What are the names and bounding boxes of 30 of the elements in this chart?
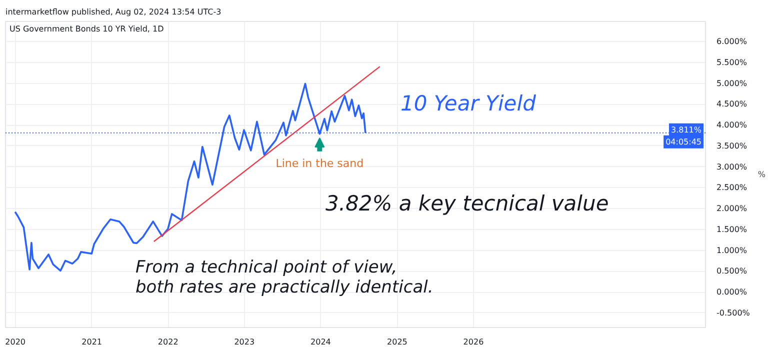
x-tick-label: 2022 xyxy=(158,338,178,346)
y-tick-label: 1.000% xyxy=(716,246,748,255)
x-tick-label: 2020 xyxy=(5,338,26,346)
y-tick-label: 5.000% xyxy=(716,78,748,88)
x-tick-label: 2026 xyxy=(463,338,484,346)
x-tick-label: 2021 xyxy=(82,338,102,346)
x-tick-label: 2023 xyxy=(234,338,255,346)
chart-title: US Government Bonds 10 YR Yield, 1D xyxy=(10,24,164,34)
y-tick-label: 2.500% xyxy=(716,183,748,192)
annotation: 10 Year Yield xyxy=(400,92,537,116)
y-tick-label: 2.000% xyxy=(716,204,748,214)
y-axis-title: % xyxy=(758,170,766,179)
y-tick-label: 0.000% xyxy=(716,288,748,297)
text: intermarketflow published, Aug 02, 2024 13:54 UTC-3 xyxy=(6,8,222,16)
annotation: From a technical point of view, both rates are practically identical. xyxy=(136,258,434,298)
annotation: 3.82% a key tecnical value xyxy=(326,192,609,216)
y-tick-label: 1.500% xyxy=(716,224,748,234)
annotation: Line in the sand xyxy=(276,156,364,170)
y-tick-label: 4.500% xyxy=(716,100,748,109)
x-tick-label: 2025 xyxy=(387,338,408,346)
x-tick-label: 2024 xyxy=(310,338,331,346)
y-tick-label: -0.500% xyxy=(716,308,750,318)
y-tick-label: 4.000% xyxy=(716,120,748,130)
y-tick-label: 5.500% xyxy=(716,58,748,67)
y-tick-label: 0.500% xyxy=(716,266,748,276)
ref-line-label: 3.811% xyxy=(670,125,702,134)
y-tick-label: 6.000% xyxy=(716,37,748,46)
y-tick-label: 3.000% xyxy=(716,162,748,172)
y-tick-label: 3.500% xyxy=(716,141,748,150)
annotation: 04:05:45 xyxy=(666,137,702,146)
